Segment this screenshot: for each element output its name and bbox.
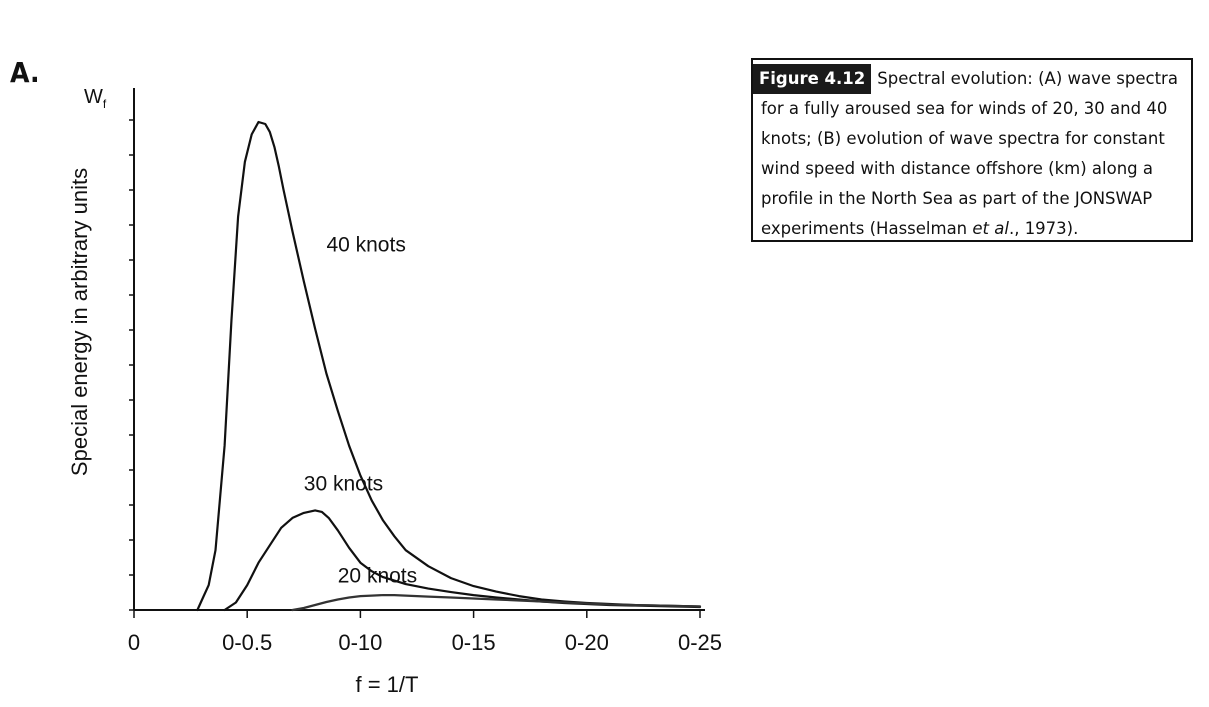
- panel-label: A.: [10, 56, 40, 89]
- x-tick-label: 0: [128, 630, 140, 655]
- series-line-30-knots: [223, 509, 702, 612]
- x-tick-label: 0-25: [678, 630, 722, 655]
- x-axis-label: f = 1/T: [356, 672, 419, 697]
- series-line-40-knots: [196, 120, 702, 612]
- caption-italic: et al: [972, 219, 1009, 238]
- caption-text-end: ., 1973).: [1008, 219, 1079, 238]
- series-label: 40 knots: [326, 233, 405, 256]
- series-label: 30 knots: [304, 472, 383, 495]
- series-line-20-knots: [291, 594, 702, 612]
- y-axis-ticks: [129, 119, 134, 611]
- figure-tag: Figure 4.12: [753, 64, 872, 94]
- series-lines: [196, 120, 702, 612]
- x-tick-label: 0-0.5: [222, 630, 272, 655]
- x-tick-label: 0-10: [338, 630, 382, 655]
- x-tick-label: 0-15: [452, 630, 496, 655]
- figure-caption: Figure 4.12 Spectral evolution: (A) wave …: [751, 58, 1193, 242]
- series-labels: 40 knots 30 knots 20 knots: [304, 233, 417, 587]
- y-axis-symbol: Wf: [84, 86, 107, 111]
- y-axis-label: Special energy in arbitrary units: [67, 168, 92, 476]
- series-label: 20 knots: [338, 565, 417, 588]
- x-tick-label: 0-20: [565, 630, 609, 655]
- caption-text: Spectral evolution: (A) wave spectra for…: [761, 69, 1178, 238]
- x-axis-ticks: 0 0-0.5 0-10 0-15 0-20 0-25: [128, 610, 722, 655]
